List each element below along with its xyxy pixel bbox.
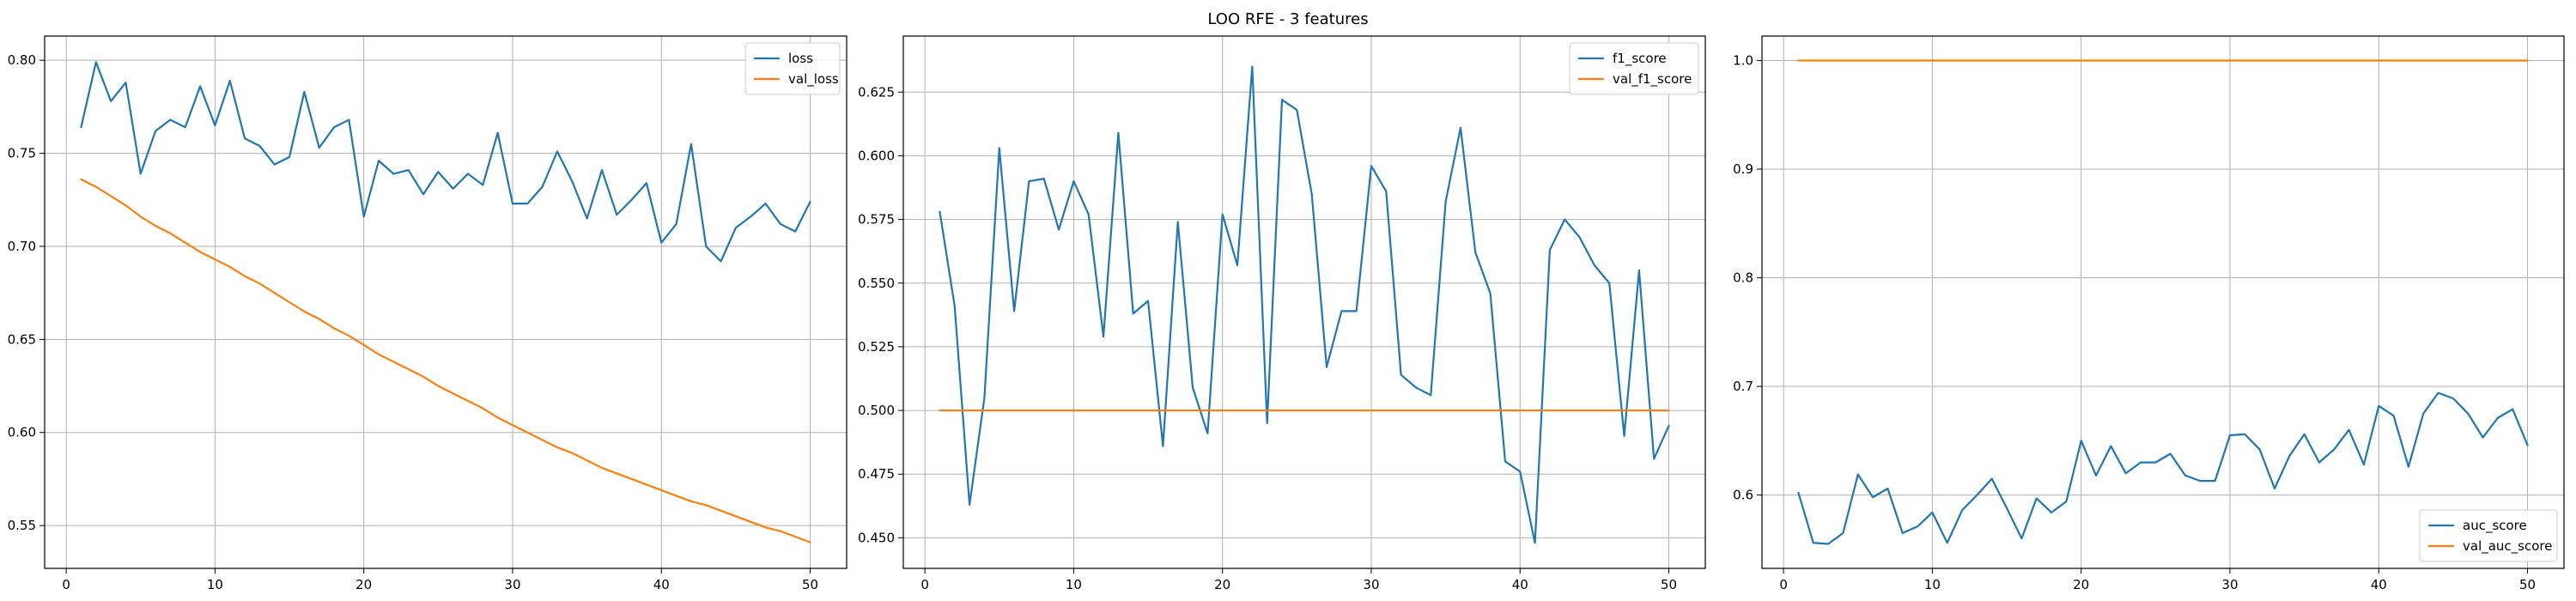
chart-auc-score-plot-frame: [1761, 35, 2565, 569]
chart-f1-score-legend-label: val_f1_score: [1613, 71, 1692, 88]
chart-f1-score-y-tick-label: 0.475: [858, 466, 895, 482]
chart-f1-score-y-tick-label: 0.450: [858, 530, 895, 545]
chart-f1-score-legend: f1_score val_f1_score: [1569, 42, 1699, 95]
chart-auc-score-legend-label: val_auc_score: [2463, 538, 2553, 555]
chart-f1-score-x-tick-label: 10: [1066, 577, 1082, 592]
chart-f1-score-legend-label: f1_score: [1613, 51, 1667, 67]
chart-f1-score-y-tick-label: 0.625: [858, 84, 895, 100]
chart-f1-score-legend-box: [1569, 42, 1699, 95]
chart-f1-score-y-tick-label: 0.600: [858, 148, 895, 163]
chart-auc-score-x-tick-label: 50: [2519, 577, 2536, 592]
chart-auc-score-x-tick-label: 0: [1779, 577, 1788, 592]
chart-f1-score-x-tick-label: 0: [920, 577, 929, 592]
chart-loss-y-tick-label: 0.70: [8, 239, 36, 254]
chart-auc-score-legend-box: [2419, 509, 2558, 562]
chart-loss-x-tick-label: 40: [653, 577, 670, 592]
chart-loss-plot-frame: [44, 35, 848, 569]
figure-title: LOO RFE - 3 features: [1207, 10, 1368, 28]
chart-loss-legend: loss val_loss: [744, 42, 841, 95]
chart-auc-score-y-tick-label: 0.8: [1733, 270, 1753, 286]
chart-f1-score-x-tick-label: 40: [1512, 577, 1528, 592]
chart-auc-score-x-tick-label: 10: [1924, 577, 1941, 592]
chart-loss: 0 10 20 30 40 50 0.55 0.60 0.65 0.70 0.75 0.80 loss v…: [8, 35, 848, 592]
chart-f1-score-y-tick-label: 0.575: [858, 212, 895, 228]
chart-auc-score-legend: auc_score val_auc_score: [2419, 509, 2558, 562]
chart-f1-score-y-tick-label: 0.525: [858, 339, 895, 355]
chart-f1-score: 0 10 20 30 40 50 0.450 0.475 0.500 0.525 0.550 0.57…: [858, 35, 1706, 592]
chart-auc-score-series-auc-score: [1797, 392, 2529, 545]
chart-loss-y-tick-label: 0.65: [8, 331, 36, 347]
chart-loss-series-val-loss: [80, 178, 811, 543]
chart-auc-score-y-tick-label: 1.0: [1733, 52, 1753, 68]
chart-loss-y-tick-label: 0.80: [8, 52, 36, 68]
chart-auc-score-x-tick-label: 20: [2073, 577, 2089, 592]
chart-auc-score-legend-label: auc_score: [2463, 518, 2527, 534]
chart-auc-score-y-tick-label: 0.6: [1733, 488, 1753, 503]
chart-loss-x-tick-label: 50: [802, 577, 818, 592]
chart-auc-score-x-tick-label: 30: [2221, 577, 2238, 592]
chart-loss-legend-box: [744, 42, 841, 95]
chart-loss-x-tick-label: 20: [355, 577, 372, 592]
chart-auc-score-y-tick-label: 0.7: [1733, 379, 1753, 394]
chart-f1-score-x-tick-label: 50: [1661, 577, 1677, 592]
chart-loss-y-tick-label: 0.60: [8, 425, 36, 440]
chart-auc-score: 0 10 20 30 40 50 0.6 0.7 0.8 0.9 1.0 auc_score val_a…: [1733, 35, 2565, 592]
chart-f1-score-y-tick-label: 0.550: [858, 276, 895, 291]
chart-loss-y-tick-label: 0.75: [8, 146, 36, 161]
chart-loss-x-tick-label: 0: [62, 577, 70, 592]
chart-f1-score-series-f1-score: [939, 65, 1670, 544]
chart-f1-score-x-tick-label: 30: [1363, 577, 1379, 592]
chart-loss-series-loss: [80, 61, 811, 263]
chart-auc-score-y-tick-label: 0.9: [1733, 161, 1753, 177]
chart-loss-legend-label: val_loss: [788, 71, 839, 88]
chart-f1-score-plot-frame: [902, 35, 1706, 569]
chart-auc-score-x-tick-label: 40: [2371, 577, 2387, 592]
chart-loss-x-tick-label: 30: [504, 577, 520, 592]
chart-loss-legend-label: loss: [788, 51, 813, 66]
chart-loss-y-tick-label: 0.55: [8, 518, 36, 533]
chart-loss-x-tick-label: 10: [207, 577, 223, 592]
chart-f1-score-x-tick-label: 20: [1214, 577, 1230, 592]
chart-f1-score-y-tick-label: 0.500: [858, 403, 895, 418]
